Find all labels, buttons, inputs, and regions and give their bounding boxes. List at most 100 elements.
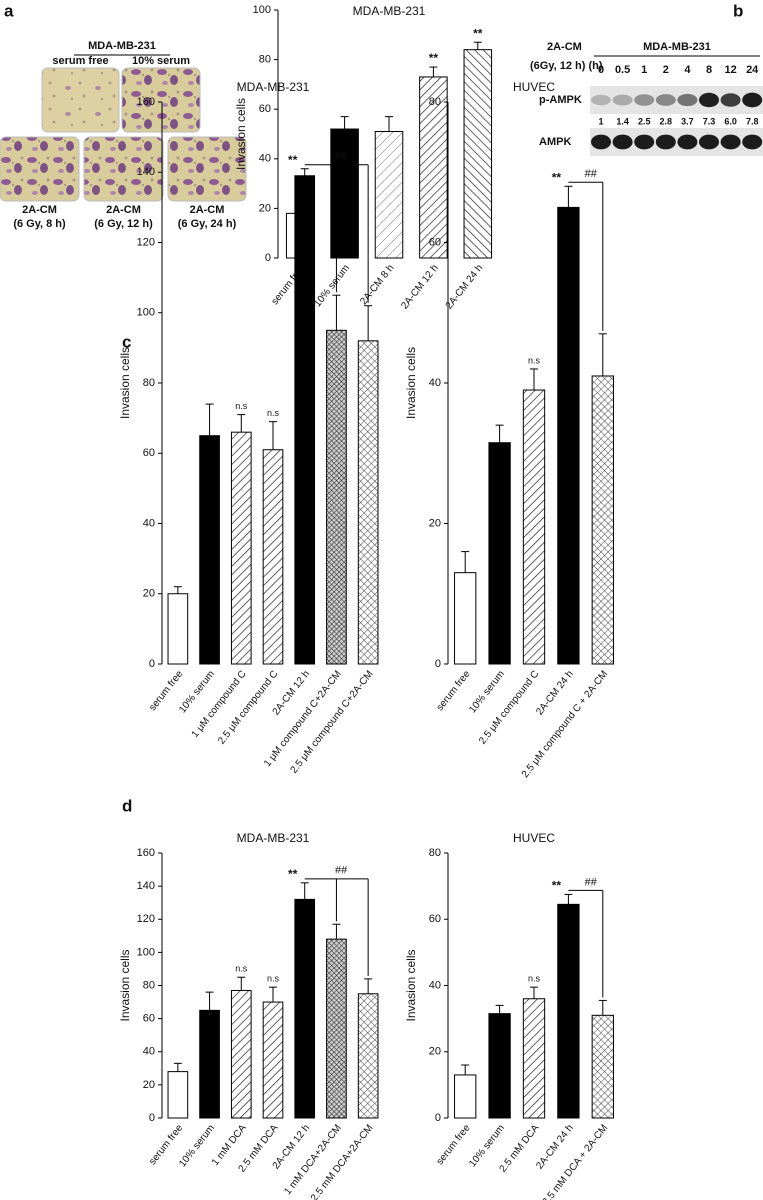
lane-label: 0.5 [615,64,630,76]
micrograph-label: 2A-CM [106,204,141,216]
micrograph [0,136,80,202]
micrograph [83,136,164,202]
bar [454,572,477,665]
bar [294,175,316,665]
x-tick-label: 1 mM DCA+2A-CM [282,1123,344,1197]
significance-mark: ** [552,879,562,893]
x-tick-label: 2.5 μM compound C [216,669,280,747]
lane-label: 4 [684,64,691,76]
blot-quantification: 7.8 [746,116,759,126]
blot-cell-line: MDA-MB-231 [643,41,711,53]
bar [167,593,189,665]
y-tick-label: 20 [259,202,271,214]
significance-mark: n.s [528,355,541,365]
panel-label: c [122,332,131,351]
blot-band [634,94,655,106]
lane-label: 24 [746,64,759,76]
bar [591,1014,614,1119]
y-axis-label: Invasion cells [404,949,418,1021]
chart-title: MDA-MB-231 [353,4,426,18]
blot-band [655,94,676,106]
blot-row-label: AMPK [539,136,571,148]
blot-band [720,93,741,107]
significance-mark: n.s [528,974,541,984]
y-tick-label: 100 [137,946,155,958]
bar [454,1074,477,1119]
bar [591,375,614,665]
x-tick-label: 2A-CM 24 h [444,263,486,312]
chart-title: HUVEC [513,80,555,94]
blot-band [699,134,719,150]
y-tick-label: 20 [143,1079,155,1091]
blot-quantification: 1 [598,116,603,126]
y-tick-label: 20 [143,588,155,600]
y-tick-label: 40 [429,377,441,389]
significance-mark: ** [429,51,439,65]
micrograph-label: 2A-CM [22,204,57,216]
x-tick-label: serum free [435,1122,473,1167]
lane-label: 2 [663,64,669,76]
blot-quantification: 1.4 [616,116,629,126]
blot-band [612,94,633,106]
panel-label: a [4,1,14,20]
bar [294,898,316,1119]
blot-band [634,134,655,150]
y-tick-label: 120 [137,236,155,248]
y-tick-label: 80 [429,847,441,859]
bar [522,998,546,1119]
bracket-label: ## [335,151,348,163]
blot-band [742,134,763,150]
blot-band [591,94,611,106]
micrograph [167,136,247,202]
y-tick-label: 120 [137,913,155,925]
y-tick-label: 0 [265,252,271,264]
bar [419,76,448,259]
panel-label: d [122,796,132,815]
bar [167,1071,189,1119]
bar [326,329,347,665]
bar [326,938,347,1119]
x-tick-label: serum free [435,668,473,713]
blot-quantification: 2.8 [660,116,673,126]
y-tick-label: 100 [253,4,271,16]
micrograph-label: (6 Gy, 12 h) [94,218,153,230]
bar [330,128,359,259]
blot-band [742,92,763,108]
blot-band [720,134,741,150]
y-tick-label: 160 [137,847,155,859]
x-tick-label: 1 μM compound C [190,669,249,740]
y-tick-label: 60 [143,447,155,459]
y-tick-label: 0 [435,1112,441,1124]
significance-mark: n.s [235,964,248,974]
blot-band [655,134,676,150]
y-tick-label: 20 [429,1046,441,1058]
bar [230,431,252,665]
blot-row-label: p-AMPK [539,94,582,106]
y-tick-label: 100 [137,307,155,319]
lane-label: 12 [724,64,736,76]
y-tick-label: 80 [143,377,155,389]
y-tick-label: 60 [429,236,441,248]
micrograph-label: (6 Gy, 24 h) [178,218,237,230]
y-axis-label: Invasion cells [404,347,418,419]
blot-quantification: 7.3 [703,116,716,126]
y-tick-label: 160 [137,96,155,108]
bar [262,449,284,665]
y-tick-label: 80 [143,979,155,991]
chart-title: MDA-MB-231 [237,831,310,845]
y-tick-label: 20 [429,517,441,529]
y-tick-label: 40 [143,517,155,529]
y-tick-label: 40 [259,153,271,165]
x-tick-label: 2.5 μM compound C [477,669,541,747]
bar [199,435,220,665]
y-tick-label: 80 [259,54,271,66]
y-tick-label: 40 [429,979,441,991]
x-tick-label: 10% serum [312,263,352,310]
bar [557,903,580,1119]
blot-band [612,134,633,150]
blot-band [699,92,719,108]
bar [262,1001,284,1119]
y-tick-label: 40 [143,1046,155,1058]
bar [230,989,252,1119]
